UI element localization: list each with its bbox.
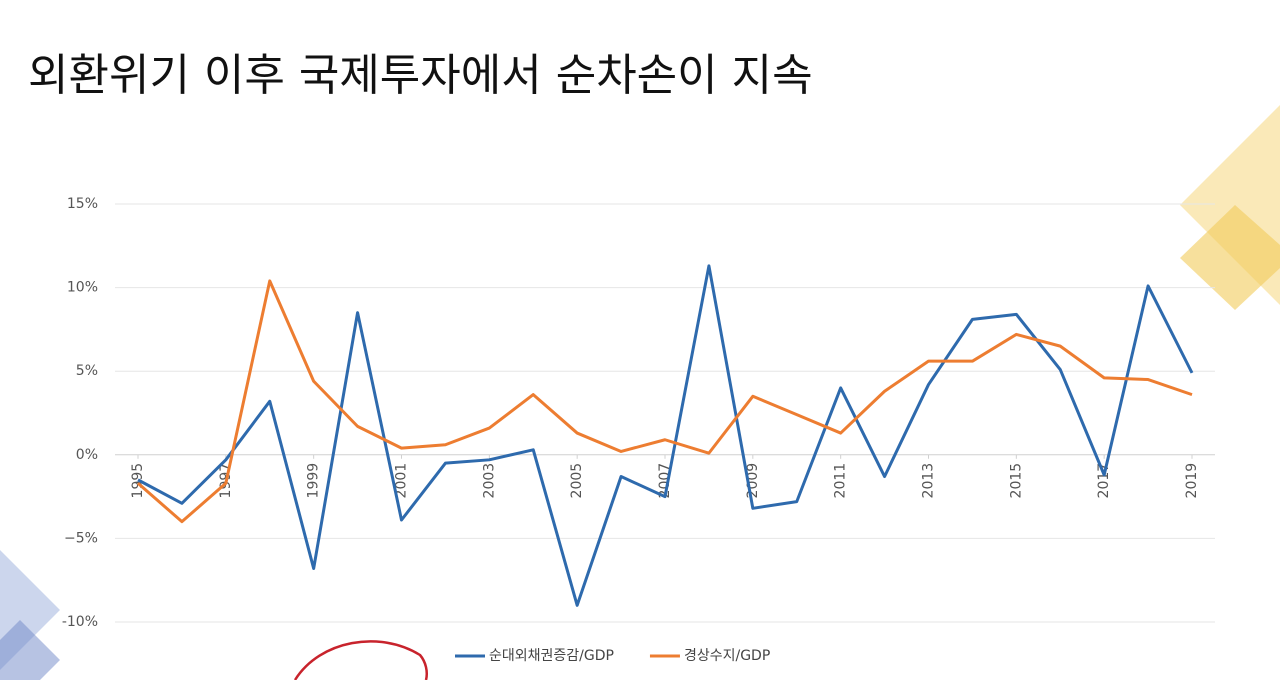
x-tick-label: 2013 xyxy=(921,463,937,499)
y-tick-label: 0% xyxy=(76,447,98,463)
y-tick-label: -10% xyxy=(62,614,98,630)
y-tick-label: 5% xyxy=(76,363,98,379)
x-tick-label: 1999 xyxy=(306,463,322,499)
y-tick-label: −5% xyxy=(64,530,98,546)
slide-title: 외환위기 이후 국제투자에서 순차손이 지속 xyxy=(28,50,813,101)
x-tick-label: 2011 xyxy=(833,463,849,499)
x-tick-label: 2001 xyxy=(394,463,410,499)
legend-label: 경상수지/GDP xyxy=(684,648,770,664)
x-tick-label: 2015 xyxy=(1008,463,1024,499)
y-tick-label: 15% xyxy=(67,196,98,212)
x-tick-label: 2019 xyxy=(1184,463,1200,499)
decoration xyxy=(0,105,1280,681)
y-tick-label: 10% xyxy=(67,280,98,296)
series-line xyxy=(137,279,1193,524)
series-line xyxy=(137,264,1194,607)
x-tick-label: 2005 xyxy=(569,463,585,499)
x-tick-label: 2017 xyxy=(1096,463,1112,499)
x-tick-label: 2003 xyxy=(481,463,497,499)
legend-label: 순대외채권증감/GDP xyxy=(489,648,614,664)
